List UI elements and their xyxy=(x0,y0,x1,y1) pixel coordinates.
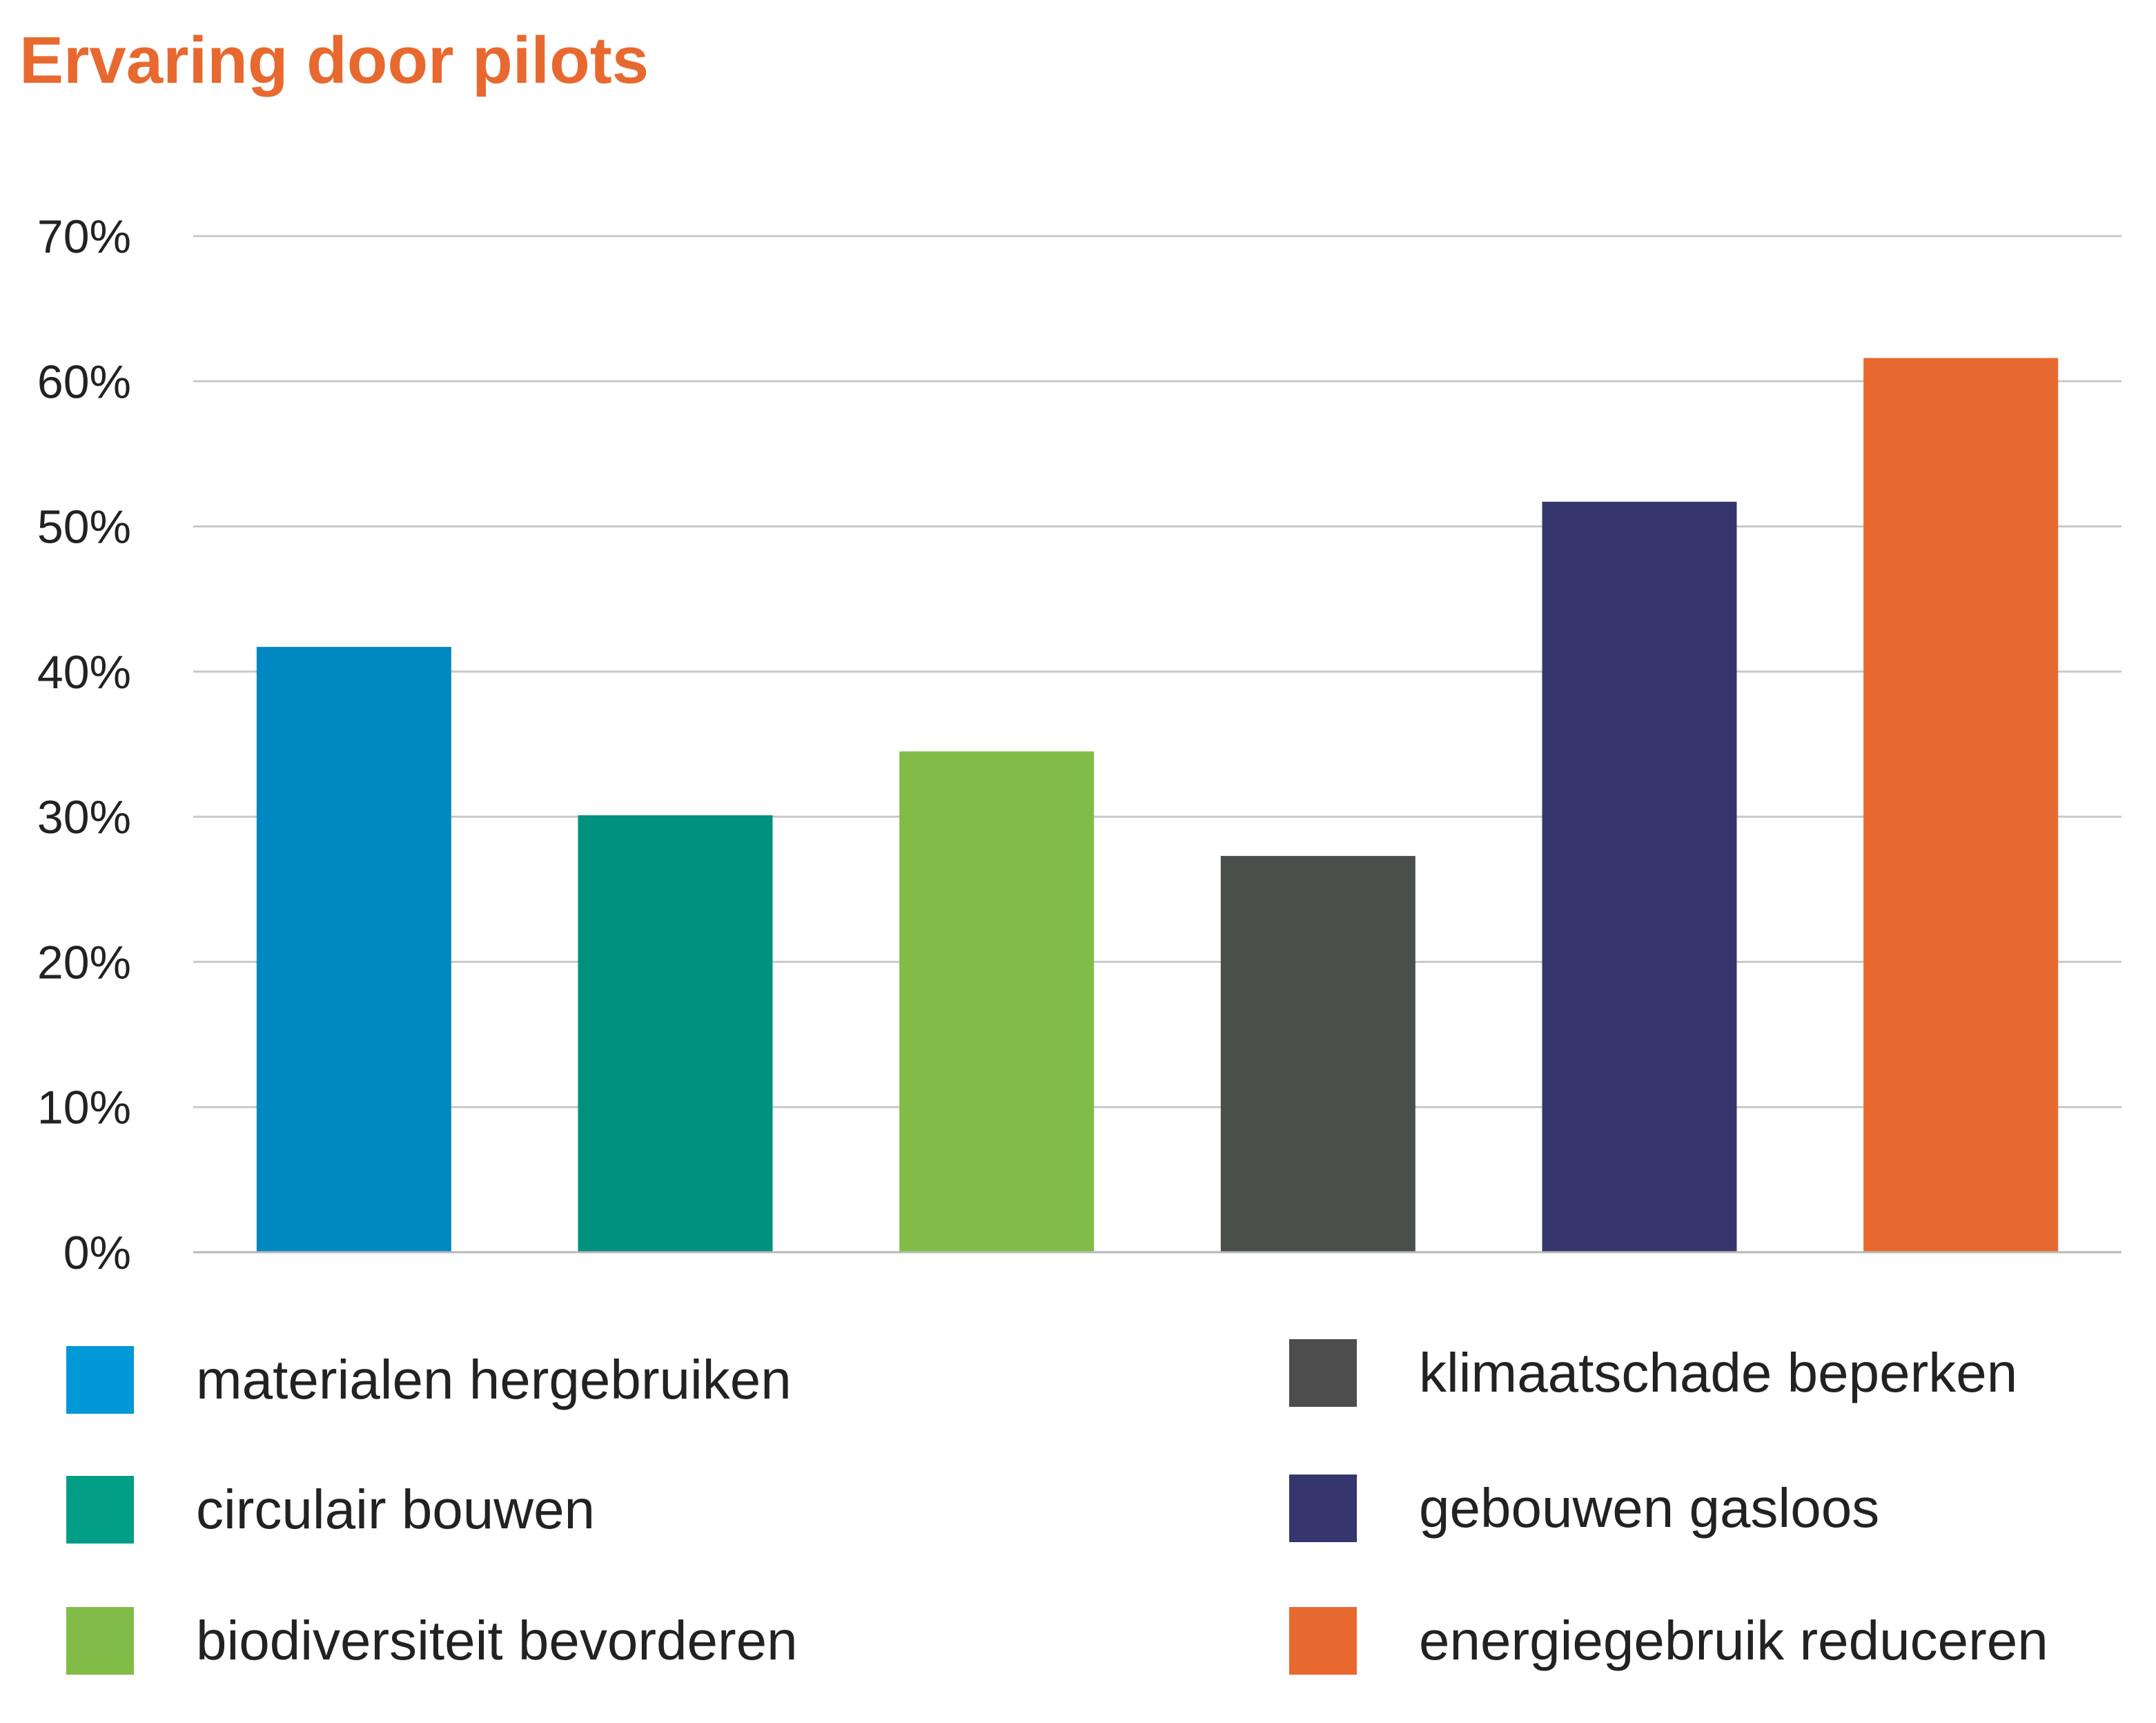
y-tick-label: 10% xyxy=(37,1082,131,1134)
y-tick-label: 0% xyxy=(63,1227,131,1279)
legend-swatch xyxy=(1289,1339,1357,1407)
legend-swatch xyxy=(66,1346,134,1414)
legend-label: materialen hergebruiken xyxy=(196,1349,792,1410)
y-tick-label: 20% xyxy=(37,936,131,989)
legend-swatch xyxy=(66,1607,134,1675)
bar xyxy=(899,751,1095,1252)
legend-item: klimaatschade beperken xyxy=(1289,1339,2017,1407)
legend-swatch xyxy=(1289,1474,1357,1542)
bars xyxy=(256,358,2059,1252)
y-tick-label: 70% xyxy=(37,211,131,263)
y-tick-label: 30% xyxy=(37,791,131,844)
y-tick-label: 50% xyxy=(37,501,131,554)
legend-label: gebouwen gasloos xyxy=(1419,1477,1880,1539)
legend-item: circulair bouwen xyxy=(66,1476,595,1544)
gridlines xyxy=(193,235,2121,1109)
bar xyxy=(1542,501,1737,1252)
bar xyxy=(256,647,451,1252)
legend-item: materialen hergebruiken xyxy=(66,1346,792,1414)
legend-swatch xyxy=(1289,1607,1357,1675)
legend-label: biodiversiteit bevorderen xyxy=(196,1610,798,1671)
y-tick-label: 60% xyxy=(37,356,131,408)
legend-label: energiegebruik reduceren xyxy=(1419,1610,2048,1671)
bar xyxy=(578,815,773,1252)
legend-swatch xyxy=(66,1476,134,1544)
legend-item: biodiversiteit bevorderen xyxy=(66,1607,798,1675)
bar xyxy=(1220,855,1415,1252)
legend-label: circulair bouwen xyxy=(196,1479,596,1540)
y-axis-ticks: 0% 10% 20% 30% 40% 50% 60% 70% xyxy=(37,211,131,1279)
legend-item: energiegebruik reduceren xyxy=(1289,1607,2048,1675)
chart-title: Ervaring door pilots xyxy=(19,23,649,97)
bar xyxy=(1863,358,2059,1252)
legend-item: gebouwen gasloos xyxy=(1289,1474,1879,1542)
y-tick-label: 40% xyxy=(37,646,131,699)
legend-label: klimaatschade beperken xyxy=(1419,1342,2018,1403)
